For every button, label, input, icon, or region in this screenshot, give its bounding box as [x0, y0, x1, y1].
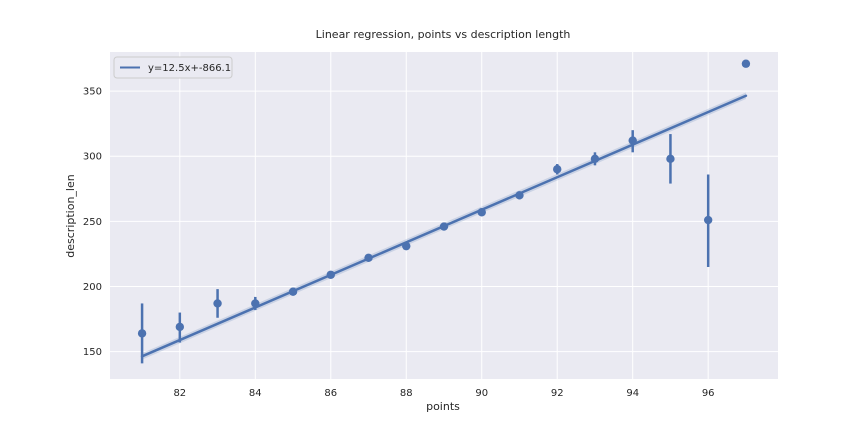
y-axis-label: description_len	[64, 174, 77, 257]
x-tick-label: 92	[551, 388, 564, 399]
data-point	[628, 136, 637, 145]
x-axis-label: points	[426, 400, 460, 413]
data-point	[402, 241, 411, 251]
grid-lines	[110, 52, 778, 379]
x-tick-label: 82	[173, 388, 186, 399]
data-point	[553, 165, 562, 174]
legend: y=12.5x+-866.1	[113, 56, 233, 79]
y-tick-labels: 150 200 250 300 350	[83, 87, 102, 359]
data-point	[741, 59, 751, 68]
data-point	[175, 322, 185, 332]
data-point	[251, 299, 260, 308]
data-point	[288, 287, 298, 296]
x-tick-label: 84	[249, 388, 262, 399]
y-tick-label: 300	[83, 152, 102, 163]
y-tick-label: 350	[83, 87, 102, 98]
x-tick-label: 94	[626, 388, 639, 399]
data-point	[590, 154, 600, 164]
data-point	[439, 222, 449, 231]
chart-title: Linear regression, points vs description…	[316, 28, 571, 41]
data-point	[515, 191, 524, 200]
data-point	[213, 299, 222, 308]
y-tick-label: 250	[83, 217, 102, 228]
x-tick-label: 86	[324, 388, 337, 399]
data-point	[477, 208, 486, 217]
data-point	[364, 253, 373, 263]
legend-entry: y=12.5x+-866.1	[148, 63, 231, 74]
data-point	[666, 154, 675, 164]
data-point	[137, 329, 147, 338]
x-tick-labels: 82 84 86 88 90 92 94 96	[173, 388, 714, 399]
y-tick-label: 150	[83, 347, 102, 358]
x-tick-label: 90	[475, 388, 488, 399]
points-layer	[137, 59, 751, 364]
x-tick-label: 88	[400, 388, 413, 399]
plot-area	[110, 52, 778, 379]
y-tick-label: 200	[83, 282, 102, 293]
x-tick-label: 96	[702, 388, 715, 399]
legend-box	[113, 56, 233, 79]
data-point	[326, 270, 335, 279]
data-point	[703, 215, 713, 225]
